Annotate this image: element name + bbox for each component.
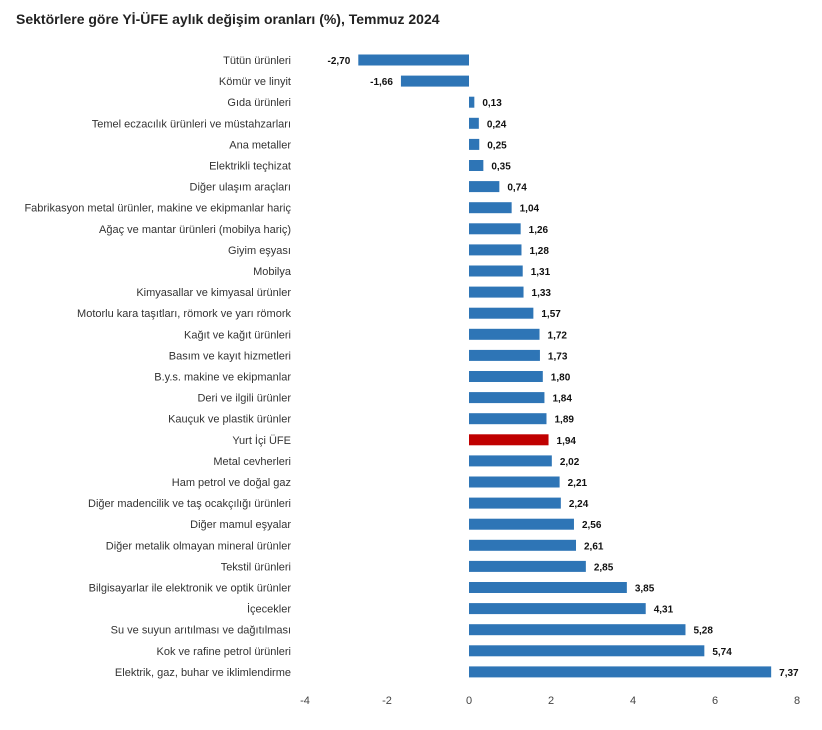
bar bbox=[469, 666, 772, 678]
category-label: Motorlu kara taşıtları, römork ve yarı r… bbox=[77, 308, 291, 320]
bar bbox=[469, 286, 524, 298]
category-label: Diğer mamul eşyalar bbox=[190, 519, 291, 531]
bar bbox=[469, 328, 540, 340]
category-label: Yurt İçi ÜFE bbox=[232, 434, 291, 447]
bar bbox=[469, 160, 484, 171]
chart-title: Sektörlere göre Yİ-ÜFE aylık değişim ora… bbox=[16, 11, 440, 27]
data-label: 7,37 bbox=[779, 668, 799, 679]
data-label: 1,94 bbox=[557, 436, 577, 447]
category-label: Kauçuk ve plastik ürünler bbox=[168, 414, 291, 426]
bar bbox=[469, 497, 561, 509]
bar bbox=[469, 117, 479, 129]
data-label: 2,56 bbox=[582, 520, 602, 531]
category-label: Kağıt ve kağıt ürünleri bbox=[184, 329, 291, 341]
data-label: 1,73 bbox=[548, 351, 568, 362]
x-tick-label: 4 bbox=[630, 695, 636, 707]
data-label: 0,74 bbox=[507, 183, 527, 194]
bar bbox=[469, 539, 577, 551]
data-label: 1,28 bbox=[529, 246, 549, 257]
data-label: 1,84 bbox=[552, 394, 572, 405]
x-tick-label: -2 bbox=[382, 695, 392, 707]
category-label: Tekstil ürünleri bbox=[221, 561, 291, 573]
category-label: Diğer metalik olmayan mineral ürünler bbox=[106, 540, 292, 552]
data-label: 2,61 bbox=[584, 541, 604, 552]
x-tick-label: 0 bbox=[466, 695, 472, 707]
x-tick-label: 6 bbox=[712, 695, 718, 707]
bar bbox=[469, 96, 475, 108]
category-label: Deri ve ilgili ürünler bbox=[197, 393, 291, 405]
data-label: 1,04 bbox=[520, 204, 540, 215]
category-label: Giyim eşyası bbox=[228, 245, 291, 257]
bar bbox=[469, 624, 686, 636]
category-label: Ham petrol ve doğal gaz bbox=[172, 477, 291, 489]
bar bbox=[469, 181, 500, 193]
category-label: Bilgisayarlar ile elektronik ve optik ür… bbox=[89, 583, 292, 595]
bar bbox=[469, 455, 552, 467]
category-label: Ağaç ve mantar ürünleri (mobilya hariç) bbox=[99, 224, 291, 236]
x-tick-label: 8 bbox=[794, 695, 800, 707]
bar bbox=[469, 307, 534, 319]
category-label: Kok ve rafine petrol ürünleri bbox=[156, 646, 291, 658]
bar bbox=[469, 603, 646, 615]
category-label: B.y.s. makine ve ekipmanlar bbox=[154, 372, 291, 384]
data-label: 1,57 bbox=[541, 309, 561, 320]
bar bbox=[358, 54, 469, 66]
data-label: 1,72 bbox=[548, 330, 568, 341]
category-label: Diğer ulaşım araçları bbox=[190, 182, 291, 194]
bar bbox=[469, 645, 705, 657]
bar bbox=[469, 476, 560, 488]
bar bbox=[469, 265, 523, 277]
category-label: Metal cevherleri bbox=[213, 456, 291, 468]
bar bbox=[469, 518, 574, 530]
bar bbox=[469, 582, 627, 593]
category-label: Fabrikasyon metal ürünler, makine ve eki… bbox=[24, 203, 291, 215]
data-label: 5,28 bbox=[693, 626, 713, 637]
category-label: Elektrikli teçhizat bbox=[209, 161, 291, 173]
bar bbox=[469, 202, 512, 214]
category-label: İçecekler bbox=[247, 603, 291, 616]
bar bbox=[400, 75, 469, 87]
data-label: 2,85 bbox=[594, 562, 614, 573]
bar bbox=[469, 392, 545, 404]
category-label: Diğer madencilik ve taş ocakçılığı ürünl… bbox=[88, 498, 291, 510]
data-label: 2,02 bbox=[560, 457, 580, 468]
data-label: 0,13 bbox=[482, 98, 502, 109]
x-tick-label: 2 bbox=[548, 695, 554, 707]
data-label: 0,35 bbox=[491, 162, 511, 173]
category-label: Kömür ve linyit bbox=[219, 76, 291, 88]
data-label: 1,26 bbox=[529, 225, 549, 236]
bar bbox=[469, 434, 549, 446]
category-label: Mobilya bbox=[253, 266, 292, 278]
category-label: Kimyasallar ve kimyasal ürünler bbox=[136, 287, 291, 299]
data-label: 2,24 bbox=[569, 499, 589, 510]
bar bbox=[469, 413, 547, 425]
category-label: Basım ve kayıt hizmetleri bbox=[169, 350, 291, 362]
data-label: 2,21 bbox=[568, 478, 588, 489]
data-label: -1,66 bbox=[370, 77, 393, 88]
category-label: Tütün ürünleri bbox=[223, 55, 291, 67]
bar bbox=[469, 244, 522, 256]
bar bbox=[469, 560, 586, 572]
category-label: Gıda ürünleri bbox=[227, 97, 291, 109]
category-label: Ana metaller bbox=[229, 139, 291, 151]
bar bbox=[469, 349, 540, 361]
data-label: 4,31 bbox=[654, 605, 674, 616]
category-label: Temel eczacılık ürünleri ve müstahzarlar… bbox=[92, 118, 291, 130]
data-label: 1,89 bbox=[554, 415, 574, 426]
data-label: 1,80 bbox=[551, 373, 571, 384]
data-label: 5,74 bbox=[712, 647, 732, 658]
category-label: Su ve suyun arıtılması ve dağıtılması bbox=[111, 625, 291, 637]
bar bbox=[469, 223, 521, 235]
category-label: Elektrik, gaz, buhar ve iklimlendirme bbox=[115, 667, 291, 679]
x-tick-label: -4 bbox=[300, 695, 310, 707]
data-label: 3,85 bbox=[635, 584, 655, 595]
data-label: 0,24 bbox=[487, 119, 507, 130]
data-label: 1,31 bbox=[531, 267, 551, 278]
bar bbox=[469, 138, 480, 150]
data-label: 0,25 bbox=[487, 140, 507, 151]
data-label: -2,70 bbox=[328, 56, 351, 67]
bar bbox=[469, 371, 543, 382]
data-label: 1,33 bbox=[532, 288, 552, 299]
